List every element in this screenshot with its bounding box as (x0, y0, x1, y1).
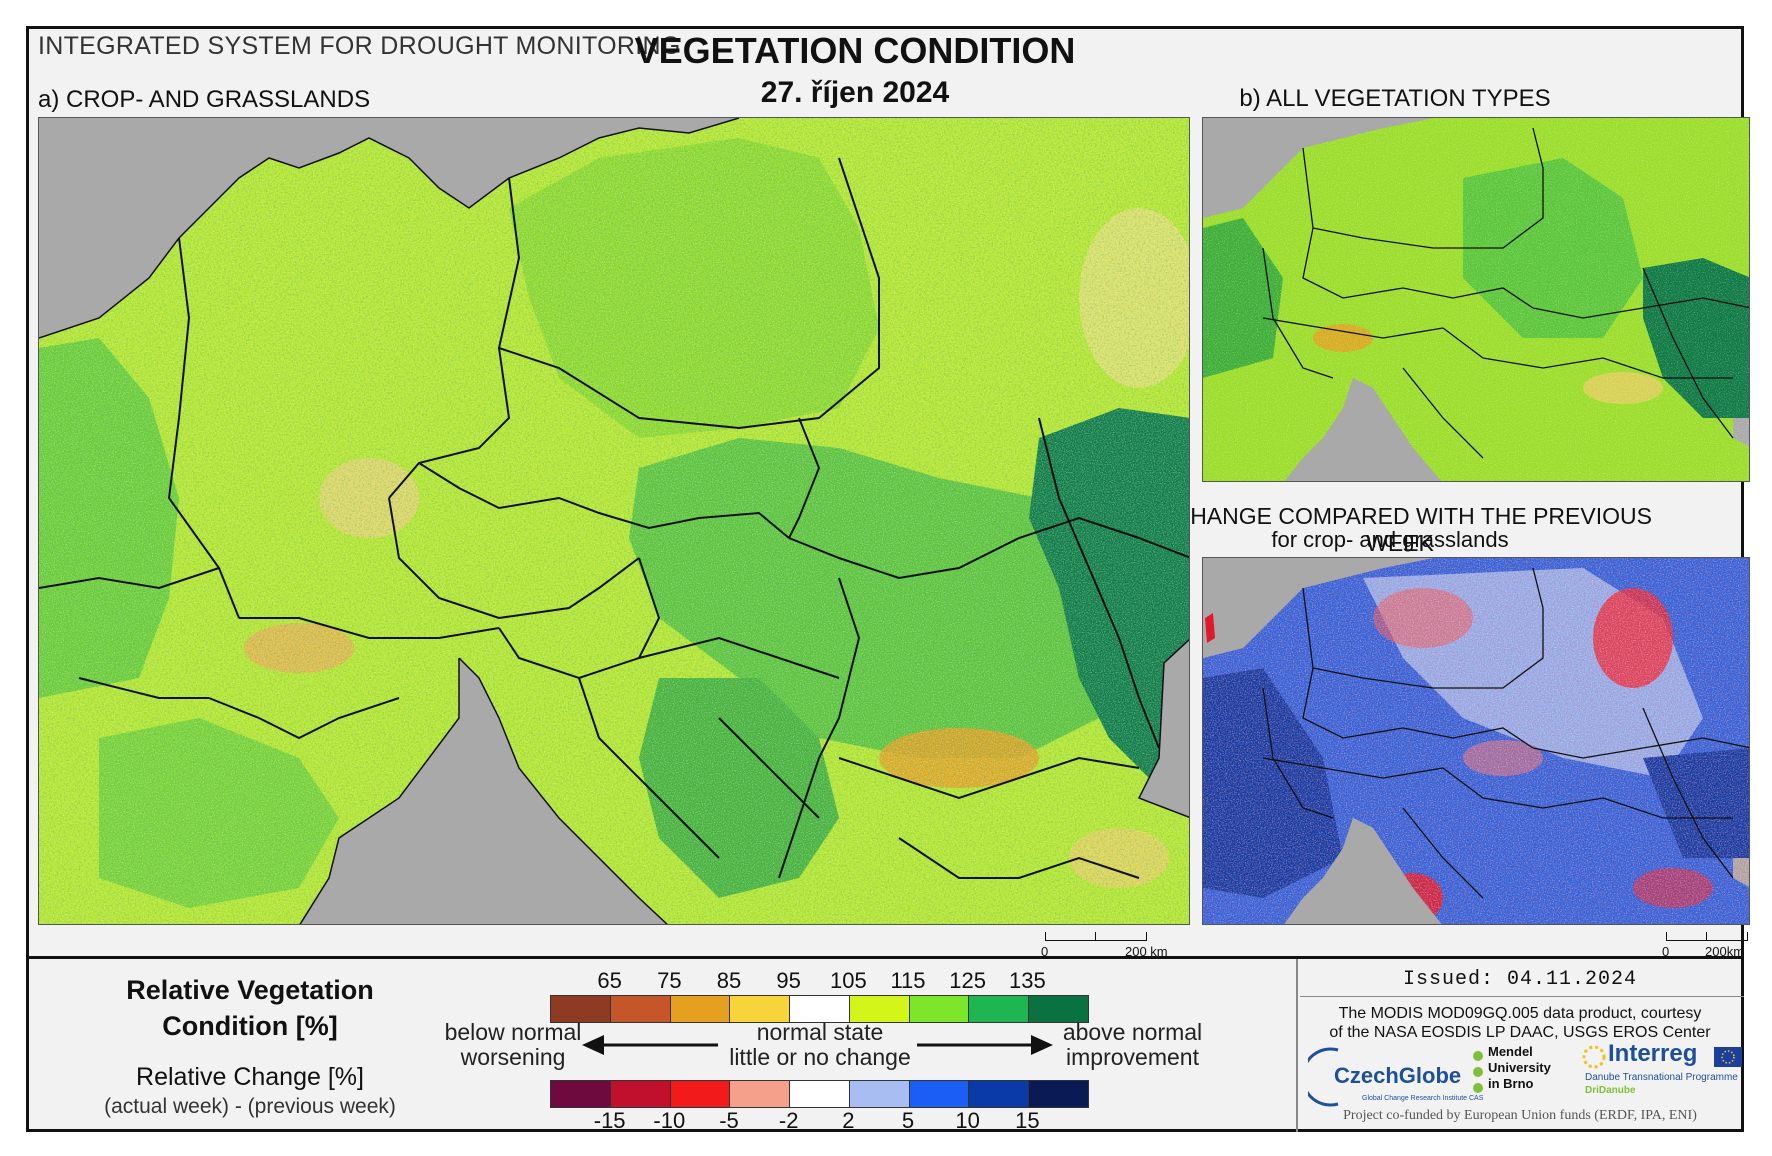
rc-colorbar (550, 1080, 1089, 1108)
footer-divider (1296, 959, 1298, 1132)
panel-c-label: c) CHANGE COMPARED WITH THE PREVIOUS WEE… (1148, 503, 1652, 556)
scale-a-zero: 0 (1041, 944, 1049, 959)
rvc-swatch (1029, 996, 1089, 1022)
scale-bar-c (1666, 932, 1748, 941)
scale-c-label: 200km (1705, 944, 1745, 959)
improvement-label: improvement (1066, 1044, 1199, 1070)
cofunded-note: Project co-funded by European Union fund… (1343, 1108, 1697, 1123)
rvc-tick: 105 (829, 968, 867, 993)
rvc-title-2: Condition [%] (162, 1011, 338, 1041)
czechglobe-logo (1308, 1047, 1339, 1107)
scale-bar-a-mid (1095, 932, 1096, 940)
scale-bar-c-mid (1706, 932, 1707, 940)
page-title: VEGETATION CONDITION (634, 30, 1076, 71)
scale-a-label: 200 km (1125, 944, 1168, 959)
mendel-line-1: Mendel (1488, 1044, 1533, 1059)
rc-tick: 5 (901, 1108, 915, 1133)
rvc-swatch (909, 996, 970, 1022)
rvc-tick: 85 (716, 968, 742, 993)
rc-tick: -2 (778, 1108, 799, 1133)
credit-line-1: The MODIS MOD09GQ.005 data product, cour… (1338, 1005, 1702, 1022)
worsening-label: worsening (460, 1044, 566, 1070)
below-normal-label: below normal (444, 1019, 582, 1045)
rc-swatch (849, 1081, 910, 1107)
rvc-swatch (969, 996, 1030, 1022)
credit-line-2: of the NASA EOSDIS LP DAAC, USGS EROS Ce… (1329, 1024, 1711, 1041)
mendel-text: Mendel University in Brno (1488, 1044, 1551, 1092)
above-normal-label: above normal (1062, 1019, 1203, 1045)
rvc-title-1: Relative Vegetation (126, 975, 374, 1005)
little-change-label: little or no change (729, 1044, 911, 1070)
rvc-swatch (790, 996, 850, 1022)
rc-swatch (551, 1081, 611, 1107)
sea-black (1139, 639, 1189, 818)
map-weekly-change (1203, 558, 1749, 924)
mendel-logo (1473, 1051, 1483, 1093)
map-panel-crop-grasslands[interactable] (38, 117, 1190, 925)
rvc-tick: 65 (597, 968, 622, 993)
interreg-sub-2: DriDanube (1585, 1085, 1636, 1096)
rvc-tick: 95 (776, 968, 801, 993)
rc-title: Relative Change [%] (136, 1063, 364, 1091)
panel-b-label: b) ALL VEGETATION TYPES (1239, 85, 1551, 112)
system-title: INTEGRATED SYSTEM FOR DROUGHT MONITORING (38, 32, 681, 60)
rc-swatch (730, 1081, 791, 1107)
rc-subtitle: (actual week) - (previous week) (104, 1095, 396, 1118)
scale-c-zero: 0 (1662, 944, 1670, 959)
country-borders (39, 157, 1189, 879)
texture-green (39, 118, 1189, 924)
rc-swatch (610, 1081, 671, 1107)
sea-north (39, 118, 739, 338)
rvc-swatch (610, 996, 671, 1022)
panel-c-sublabel: for crop- and grasslands (1271, 527, 1509, 552)
rc-tick: 15 (1015, 1108, 1040, 1133)
rvc-tick-labels: 65 75 85 95 105 115 125 135 (550, 968, 1087, 994)
legend-separator (26, 956, 1744, 959)
issued-divider (1300, 996, 1744, 997)
rc-tick: -5 (719, 1108, 739, 1133)
rvc-swatch (730, 996, 791, 1022)
rvc-tick: 115 (890, 968, 926, 993)
czechglobe-subtitle: Global Change Research Institute CAS (1362, 1095, 1484, 1102)
rc-tick: 2 (842, 1108, 855, 1133)
rc-swatch (969, 1081, 1030, 1107)
right-arrow-icon (917, 1035, 1053, 1055)
map-panel-weekly-change[interactable] (1202, 557, 1750, 925)
rvc-swatch (849, 996, 910, 1022)
issued-date: Issued: 04.11.2024 (1402, 968, 1638, 991)
rvc-tick: 125 (949, 968, 987, 993)
rc-tick: -15 (593, 1108, 626, 1133)
rc-swatch (790, 1081, 850, 1107)
interreg-star-icon (1582, 1045, 1606, 1069)
left-arrow-icon (582, 1035, 718, 1055)
coastlines (39, 118, 1189, 924)
sea-adriatic (300, 658, 667, 924)
rvc-colorbar (550, 995, 1089, 1023)
rc-tick: -10 (653, 1108, 686, 1133)
interreg-name: Interreg (1608, 1040, 1698, 1067)
rvc-tick: 75 (657, 968, 682, 993)
map-crop-grasslands (39, 118, 1189, 924)
rc-swatch (1029, 1081, 1089, 1107)
panel-a-label: a) CROP- AND GRASSLANDS (38, 86, 371, 113)
scale-bar-a (1045, 932, 1147, 941)
mendel-line-3: in Brno (1488, 1076, 1534, 1091)
rvc-swatch (670, 996, 731, 1022)
rvc-tick: 135 (1008, 968, 1046, 993)
rvc-swatch (551, 996, 611, 1022)
eu-flag-icon (1714, 1047, 1742, 1067)
map-date: 27. říjen 2024 (760, 76, 950, 109)
czechglobe-name: CzechGlobe (1334, 1063, 1462, 1088)
rc-tick: 10 (955, 1108, 980, 1133)
map-panel-all-vegetation[interactable] (1202, 117, 1750, 482)
mendel-line-2: University (1488, 1060, 1551, 1075)
rc-swatch (909, 1081, 970, 1107)
normal-state-label: normal state (756, 1019, 884, 1045)
rc-tick-labels: -15 -10 -5 -2 2 5 10 15 (550, 1108, 1087, 1134)
map-all-vegetation (1203, 118, 1749, 481)
rc-swatch (670, 1081, 731, 1107)
interreg-sub-1: Danube Transnational Programme (1585, 1072, 1738, 1083)
